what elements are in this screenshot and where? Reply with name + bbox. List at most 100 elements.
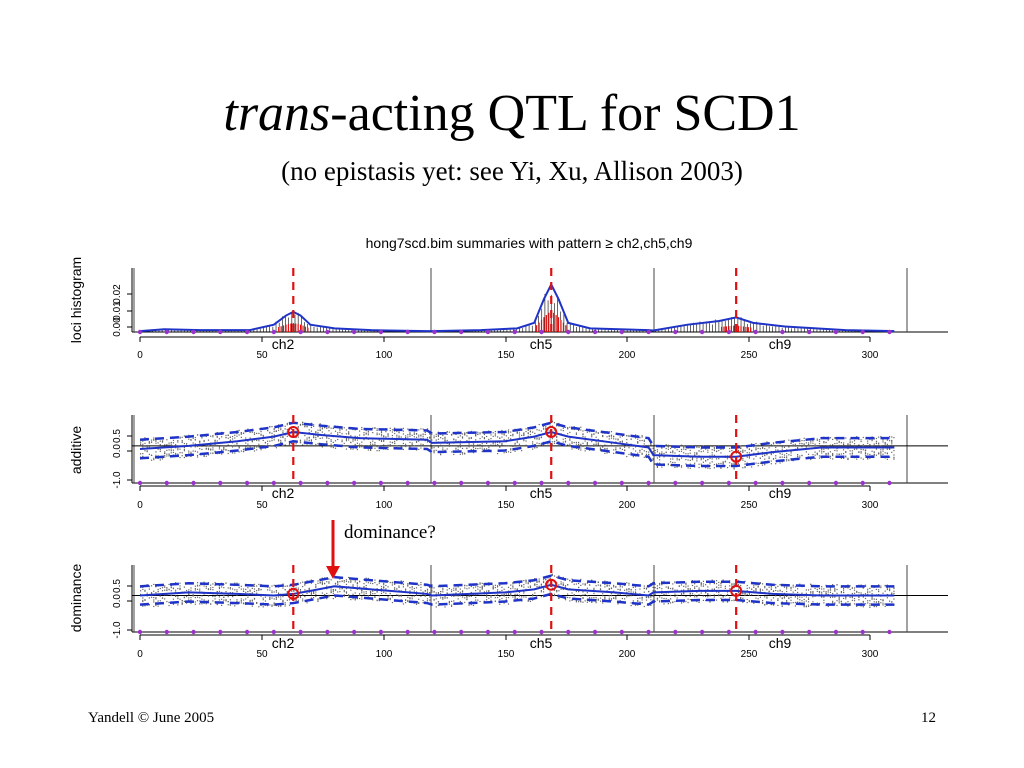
posterior-sample <box>256 439 258 442</box>
posterior-sample <box>194 596 196 599</box>
posterior-sample <box>315 438 317 440</box>
posterior-sample <box>888 456 891 458</box>
posterior-sample <box>888 436 891 438</box>
posterior-sample <box>849 596 851 598</box>
posterior-sample <box>867 600 869 602</box>
posterior-sample <box>196 451 199 453</box>
marker-dot <box>512 329 517 335</box>
posterior-sample <box>420 586 422 588</box>
posterior-sample <box>726 601 729 603</box>
posterior-sample <box>317 582 319 584</box>
posterior-sample <box>488 438 490 441</box>
posterior-sample <box>507 451 510 453</box>
posterior-sample <box>238 583 240 585</box>
posterior-sample <box>424 433 426 436</box>
posterior-sample <box>437 591 440 594</box>
posterior-sample <box>214 595 216 598</box>
posterior-sample <box>619 584 621 586</box>
posterior-sample <box>551 425 553 427</box>
posterior-sample <box>459 591 461 593</box>
posterior-sample <box>231 435 234 438</box>
posterior-sample <box>470 437 472 439</box>
y-tick-label: 0.00 <box>112 317 123 337</box>
posterior-sample <box>247 591 249 593</box>
posterior-sample <box>551 573 553 575</box>
posterior-sample <box>385 588 387 590</box>
posterior-sample <box>203 454 205 457</box>
posterior-sample <box>696 458 698 460</box>
posterior-sample <box>286 424 288 426</box>
marker-dot <box>271 629 277 635</box>
posterior-sample <box>210 449 212 451</box>
posterior-sample <box>450 600 453 602</box>
posterior-sample <box>584 429 586 432</box>
posterior-sample <box>354 438 356 440</box>
posterior-sample <box>523 586 525 588</box>
posterior-sample <box>332 591 334 593</box>
posterior-sample <box>429 586 431 589</box>
posterior-sample <box>698 588 700 591</box>
posterior-sample <box>742 591 744 594</box>
posterior-sample <box>260 589 262 591</box>
posterior-sample <box>374 447 376 449</box>
posterior-sample <box>542 581 545 584</box>
posterior-sample <box>766 589 768 591</box>
posterior-sample <box>306 580 308 582</box>
posterior-sample <box>422 443 424 446</box>
posterior-sample <box>363 586 365 588</box>
posterior-sample <box>851 592 853 595</box>
posterior-sample <box>527 583 529 585</box>
posterior-sample <box>157 457 159 460</box>
posterior-sample <box>788 459 790 462</box>
posterior-sample <box>442 438 444 440</box>
posterior-sample <box>210 452 212 454</box>
posterior-sample <box>856 590 858 592</box>
posterior-sample <box>372 599 374 601</box>
x-tick-label: 150 <box>498 350 515 361</box>
marker-dot <box>860 480 865 486</box>
posterior-sample <box>236 582 238 584</box>
marker-dot <box>298 629 303 635</box>
posterior-sample <box>253 585 256 587</box>
posterior-sample <box>821 593 823 595</box>
posterior-sample <box>582 434 584 436</box>
posterior-sample <box>477 448 479 450</box>
posterior-sample <box>545 426 547 428</box>
posterior-sample <box>775 463 777 465</box>
posterior-sample <box>391 434 394 437</box>
posterior-sample <box>345 448 348 450</box>
posterior-sample <box>884 603 886 605</box>
posterior-sample <box>190 596 192 599</box>
posterior-sample <box>623 449 626 451</box>
posterior-sample <box>400 446 402 448</box>
posterior-sample <box>775 455 777 457</box>
posterior-sample <box>378 450 380 452</box>
posterior-sample <box>864 452 867 454</box>
posterior-sample <box>179 452 181 454</box>
posterior-sample <box>273 430 275 433</box>
posterior-sample <box>860 448 862 451</box>
posterior-sample <box>731 584 733 586</box>
posterior-sample <box>435 592 437 594</box>
posterior-sample <box>610 587 613 589</box>
posterior-sample <box>359 586 361 588</box>
posterior-sample <box>867 458 869 460</box>
posterior-sample <box>656 466 659 468</box>
posterior-sample <box>604 596 606 598</box>
marker-dot <box>485 480 491 486</box>
posterior-sample <box>194 436 196 439</box>
posterior-sample <box>277 429 280 431</box>
posterior-sample <box>836 453 838 455</box>
posterior-sample <box>150 439 153 441</box>
posterior-sample <box>654 587 656 589</box>
posterior-sample <box>746 462 748 464</box>
posterior-sample <box>433 452 435 454</box>
posterior-sample <box>578 601 580 603</box>
posterior-sample <box>238 446 240 448</box>
posterior-sample <box>801 600 803 602</box>
posterior-sample <box>227 437 229 439</box>
posterior-sample <box>744 466 746 468</box>
posterior-sample <box>823 451 825 453</box>
posterior-sample <box>562 582 564 584</box>
posterior-sample <box>481 436 483 438</box>
